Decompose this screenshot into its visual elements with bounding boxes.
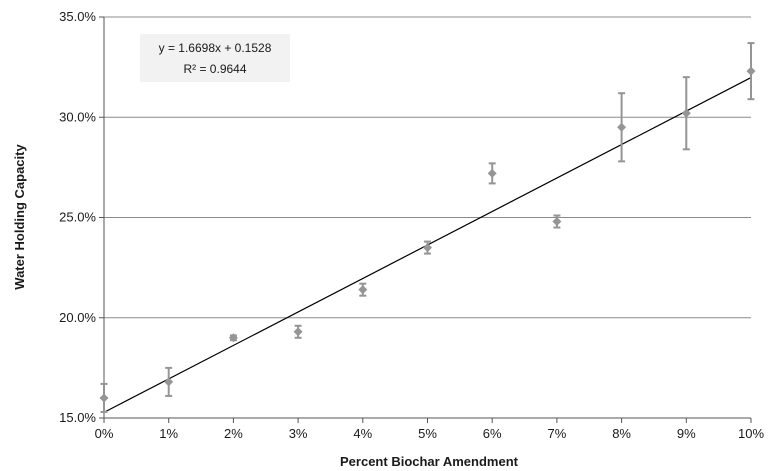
data-point (293, 327, 303, 337)
data-point (681, 108, 691, 118)
x-tick-label: 2% (224, 426, 243, 441)
y-tick-label: 15.0% (59, 410, 96, 425)
x-tick-label: 5% (418, 426, 437, 441)
axes (99, 16, 752, 423)
tick-labels: 15.0% 20.0% 25.0% 30.0% 35.0% 0% 1% 2% 3% 4% 5% 6% 7… (59, 9, 764, 441)
x-tick-label: 7% (548, 426, 567, 441)
grid-lines (104, 16, 751, 319)
y-tick-label: 30.0% (59, 109, 96, 124)
data-point (423, 243, 432, 253)
x-tick-label: 0% (95, 426, 114, 441)
data-point (99, 393, 109, 403)
trendline-equation: y = 1.6698x + 0.1528 (159, 41, 272, 55)
x-tick-label: 6% (483, 426, 502, 441)
x-tick-label: 8% (612, 426, 631, 441)
data-point (487, 168, 497, 178)
data-point (552, 217, 562, 227)
x-tick-label: 3% (289, 426, 308, 441)
y-tick-label: 25.0% (59, 210, 96, 225)
equation-box: y = 1.6698x + 0.1528 R² = 0.9644 (140, 34, 290, 82)
y-tick-label: 20.0% (59, 310, 96, 325)
data-point (228, 333, 238, 343)
y-axis-title: Water Holding Capacity (12, 144, 27, 290)
r-squared-label: R² = 0.9644 (183, 62, 246, 76)
x-tick-label: 9% (677, 426, 696, 441)
x-axis-title: Percent Biochar Amendment (340, 454, 519, 469)
data-point (358, 285, 368, 295)
x-tick-label: 4% (353, 426, 372, 441)
x-tick-label: 1% (159, 426, 178, 441)
data-point (164, 377, 174, 387)
x-tick-label: 10% (738, 426, 764, 441)
y-tick-label: 35.0% (59, 9, 96, 24)
data-points (99, 42, 756, 413)
data-point (617, 122, 627, 132)
data-point (746, 66, 756, 76)
